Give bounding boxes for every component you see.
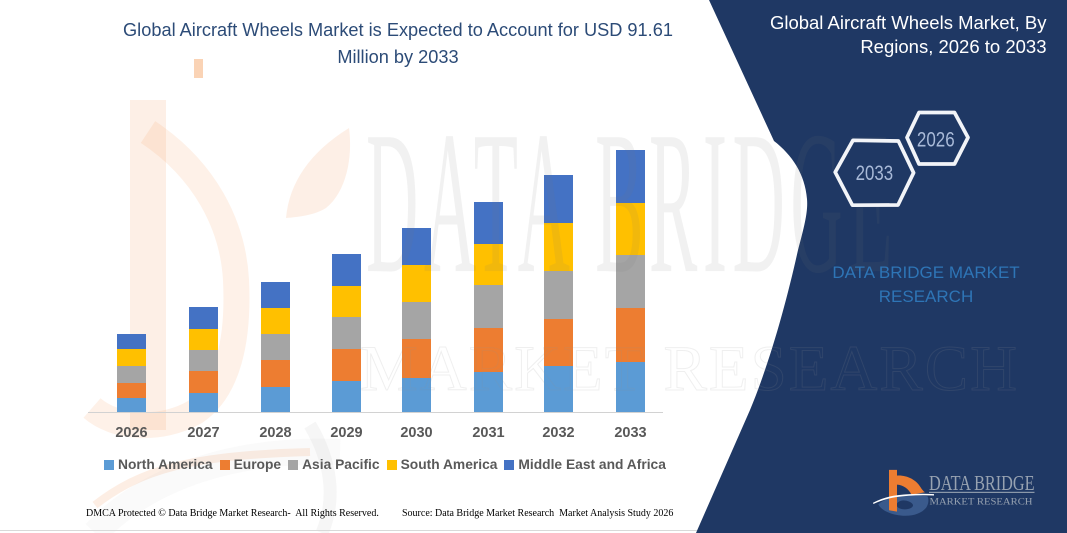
- svg-text:2033: 2033: [856, 162, 894, 185]
- svg-text:MARKET RESEARCH: MARKET RESEARCH: [930, 498, 1033, 508]
- svg-text:2026: 2026: [917, 129, 955, 152]
- svg-text:DATA BRIDGE: DATA BRIDGE: [929, 471, 1035, 495]
